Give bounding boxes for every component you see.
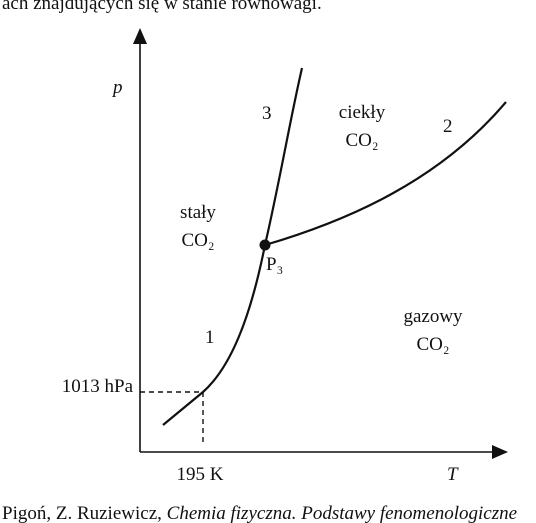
- top-text: ach znajdujących się w stanie równowagi.: [2, 0, 322, 14]
- region-formula: CO₂: [416, 334, 449, 355]
- axis-label-y: p: [111, 77, 123, 98]
- curve-3: [263, 67, 304, 246]
- region-formula: CO₂: [345, 130, 378, 151]
- curve-2: [264, 101, 507, 247]
- dashed-guides: [140, 391, 204, 446]
- triple-point-dot: [259, 239, 271, 251]
- x-arrow: [492, 445, 508, 459]
- footer-title: Chemia fizyczna. Podstawy fenomenologicz…: [167, 503, 517, 523]
- region-name: gazowy: [403, 306, 463, 327]
- footer-text: Pigoń, Z. Ruziewicz, Chemia fizyczna. Po…: [2, 503, 517, 523]
- curve-label: 1: [205, 327, 215, 348]
- curve-1: [162, 244, 267, 426]
- footer-authors: Pigoń, Z. Ruziewicz,: [2, 503, 167, 523]
- region-name: stały: [180, 202, 216, 223]
- curve-label: 2: [443, 116, 453, 137]
- region-formula: CO₂: [181, 230, 214, 251]
- region-name: ciekły: [339, 102, 386, 123]
- pressure-label: 1013 hPa: [62, 376, 134, 397]
- curve-label: 3: [262, 103, 272, 124]
- temperature-label: 195 K: [177, 464, 224, 485]
- axis-label-x: T: [447, 464, 459, 485]
- triple-point-label: P₃: [266, 254, 283, 275]
- y-arrow: [133, 28, 147, 44]
